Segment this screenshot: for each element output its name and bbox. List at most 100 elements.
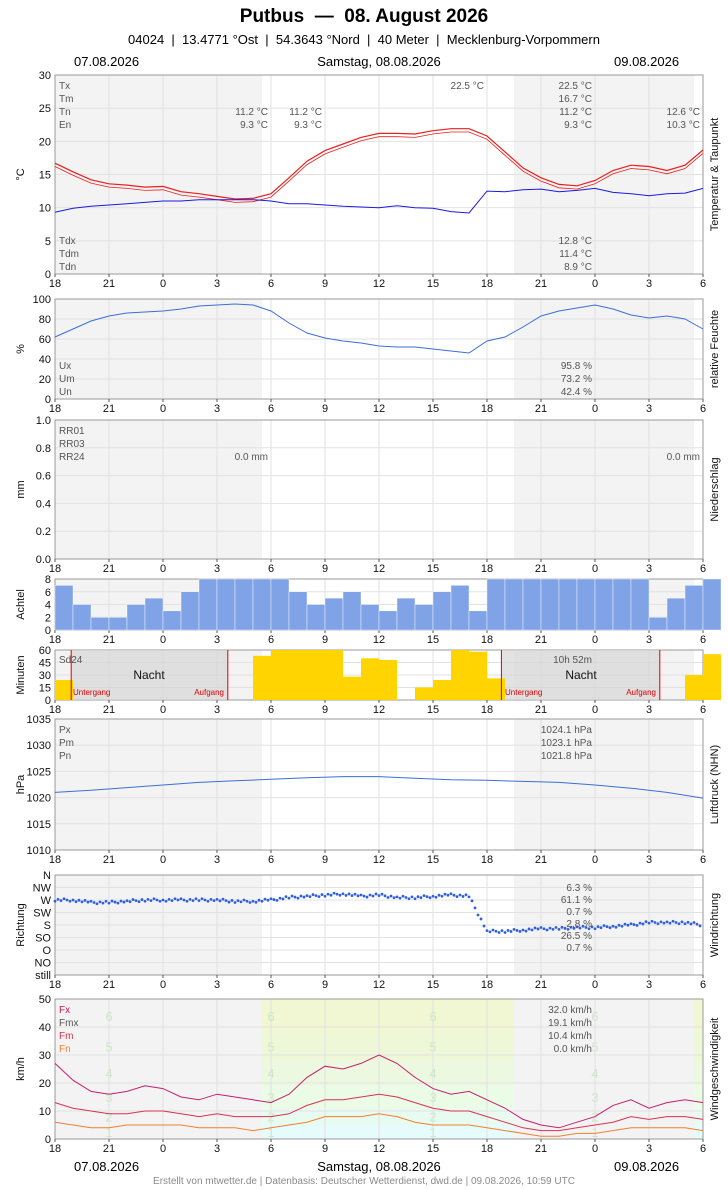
wind-dir-dot <box>143 899 147 903</box>
cloud-bar <box>234 578 254 631</box>
y-tick-label: 80 <box>39 314 51 326</box>
x-tick-label: 9 <box>322 979 328 991</box>
wind-dir-dot <box>206 899 210 903</box>
wind-dir-dot <box>344 894 348 897</box>
annotation-label: Pm <box>59 738 74 749</box>
wind-dir-dot <box>668 921 672 925</box>
x-tick-label: 15 <box>427 403 439 415</box>
night-shade <box>514 999 694 1139</box>
wind-dir-dot <box>620 924 624 928</box>
y-tick-label: 45 <box>39 658 51 670</box>
x-tick-label: 6 <box>268 704 274 716</box>
x-tick-label: 0 <box>160 403 166 415</box>
wind-dir-dot <box>356 894 360 898</box>
wind-dir-dot <box>368 893 372 897</box>
x-tick-label: 0 <box>592 634 598 646</box>
wind-dir-dot <box>629 922 633 926</box>
x-tick-label: 3 <box>214 979 220 991</box>
cloud-bar <box>522 578 542 631</box>
beaufort-label: 5 <box>267 1040 274 1055</box>
wind-dir-dot <box>614 925 618 929</box>
wind-dir-dot <box>317 895 321 899</box>
y-tick-label: O <box>42 945 51 957</box>
wind-dir-dot <box>437 893 441 897</box>
night-shade <box>514 719 694 850</box>
y-tick-label: still <box>35 970 51 982</box>
wind-dir-dot <box>377 894 381 898</box>
wind-dir-dot <box>191 899 195 903</box>
wind-dir-dot <box>122 900 126 904</box>
cloud-bar <box>648 617 668 631</box>
y-tick-label: SW <box>33 908 51 920</box>
sun-bar <box>271 650 289 700</box>
annotation-label: Px <box>59 725 71 736</box>
x-tick-label: 3 <box>646 634 652 646</box>
cloud-bar <box>90 617 110 631</box>
night-band <box>501 650 660 700</box>
date-center-top: Samstag, 08.08.2026 <box>317 54 441 69</box>
wind-dir-dot <box>527 927 531 931</box>
x-tick-label: 3 <box>214 278 220 290</box>
wind-dir-dot <box>362 894 366 898</box>
wind-dir-dot <box>131 898 135 901</box>
sun-bar <box>703 654 721 700</box>
y-tick-label: 40 <box>39 354 51 366</box>
x-tick-label: 9 <box>322 1143 328 1155</box>
x-tick-label: 6 <box>700 634 706 646</box>
wind-dir-dot <box>278 896 282 900</box>
beaufort-label: 6 <box>591 1009 598 1024</box>
wind-dir-dot <box>62 897 66 901</box>
wind-dir-dot <box>197 899 201 903</box>
wind-dir-dot <box>413 897 417 901</box>
wind-dir-dot <box>566 927 570 931</box>
wind-min-line <box>54 1113 704 1137</box>
y-tick-label: 1010 <box>27 845 51 857</box>
wind-dir-dot <box>548 926 552 930</box>
sun-bar <box>487 678 505 700</box>
x-tick-label: 6 <box>268 278 274 290</box>
y-tick-label: 8 <box>45 574 51 586</box>
y-tick-label: 15 <box>39 683 51 695</box>
x-tick-label: 18 <box>49 979 61 991</box>
cloud-bar <box>198 578 218 631</box>
wind-dir-dot <box>683 922 687 926</box>
wind-dir-dot <box>422 894 426 898</box>
x-tick-label: 21 <box>103 979 115 991</box>
date-right-bottom: 09.08.2026 <box>614 1159 680 1174</box>
beaufort-label: 6 <box>105 1009 112 1024</box>
wind-dir-dot <box>161 898 165 902</box>
wind-dir-dot <box>569 925 573 929</box>
wind-dir-dot <box>242 898 246 902</box>
y-tick-label: W <box>41 895 52 907</box>
beaufort-label: 4 <box>591 1066 598 1081</box>
wind-dir-dot <box>518 930 522 933</box>
wind-dir-dot <box>149 899 153 903</box>
beaufort-label: 4 <box>429 1066 436 1081</box>
x-tick-label: 3 <box>214 634 220 646</box>
wind-dir-dot <box>230 899 234 902</box>
wind-dir-dot <box>77 898 81 902</box>
night-band <box>71 650 228 700</box>
beaufort-label: 5 <box>429 1040 436 1055</box>
wind-dir-dot <box>491 928 495 932</box>
wind-dir-dot <box>296 896 300 900</box>
wind-dir-dot <box>398 896 402 900</box>
wind-dir-dot <box>431 894 435 898</box>
wind-dir-dot <box>146 897 150 901</box>
cloud-bar <box>576 578 596 631</box>
wind-dir-dot <box>635 924 639 927</box>
x-tick-label: 21 <box>103 278 115 290</box>
y-tick-label: 1.0 <box>36 415 51 427</box>
wind-dir-dot <box>299 894 303 898</box>
wind-dir-share: 0.7 % <box>566 907 592 918</box>
x-tick-label: 15 <box>427 704 439 716</box>
wind-dir-dot <box>200 897 204 901</box>
wind-dir-dot <box>365 895 369 899</box>
wind-dir-dot <box>584 926 588 929</box>
x-tick-label: 0 <box>592 278 598 290</box>
sun-bar <box>469 651 487 700</box>
station-info: 04024 | 13.4771 °Ost | 54.3643 °Nord | 4… <box>128 32 600 47</box>
annotation-label: Fmx <box>59 1018 78 1029</box>
y-tick-label: 0 <box>45 394 51 406</box>
y-tick-label: 0.4 <box>36 498 51 510</box>
